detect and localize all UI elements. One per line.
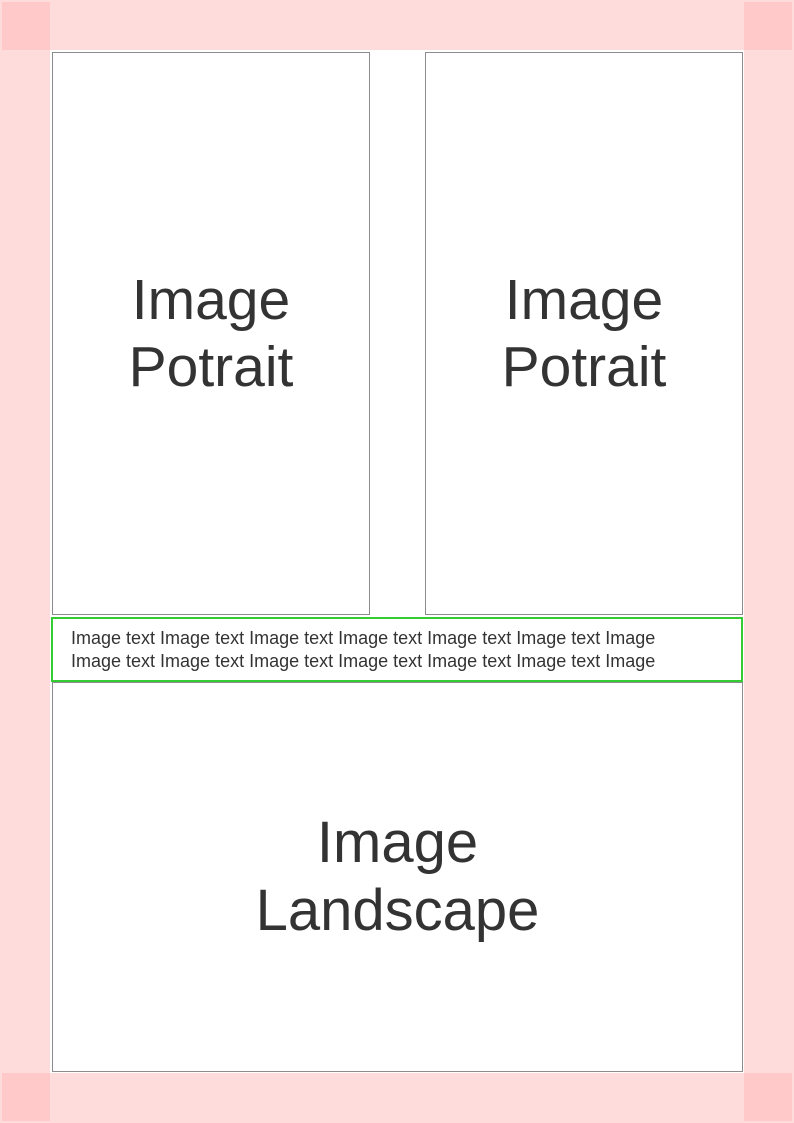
image-frame-portrait-left[interactable]: Image Potrait	[52, 52, 370, 615]
image-frame-landscape[interactable]: Image Landscape	[52, 682, 743, 1072]
caption-line-2: Image text Image text Image text Image t…	[71, 651, 656, 671]
placeholder-line-2: Potrait	[501, 334, 667, 399]
image-placeholder-label: Image Landscape	[256, 809, 540, 945]
bottom-left-corner-guide	[2, 1073, 50, 1121]
placeholder-line-1: Image	[504, 267, 664, 332]
placeholder-line-2: Landscape	[255, 878, 540, 943]
image-placeholder-label: Image Potrait	[129, 267, 294, 400]
caption-line-1: Image text Image text Image text Image t…	[71, 628, 656, 648]
top-margin-guide	[0, 0, 794, 50]
top-left-corner-guide	[2, 2, 50, 50]
placeholder-line-1: Image	[131, 267, 291, 332]
caption-text: Image text Image text Image text Image t…	[71, 627, 727, 673]
placeholder-line-1: Image	[316, 810, 479, 876]
bottom-margin-guide	[0, 1073, 794, 1123]
image-placeholder-label: Image Potrait	[502, 267, 667, 400]
left-margin-guide	[0, 0, 50, 1123]
bottom-right-corner-guide	[744, 1073, 792, 1121]
image-frame-portrait-right[interactable]: Image Potrait	[425, 52, 743, 615]
top-right-corner-guide	[744, 2, 792, 50]
right-margin-guide	[744, 0, 794, 1123]
caption-text-frame[interactable]: Image text Image text Image text Image t…	[51, 617, 743, 682]
placeholder-line-2: Potrait	[128, 334, 294, 399]
